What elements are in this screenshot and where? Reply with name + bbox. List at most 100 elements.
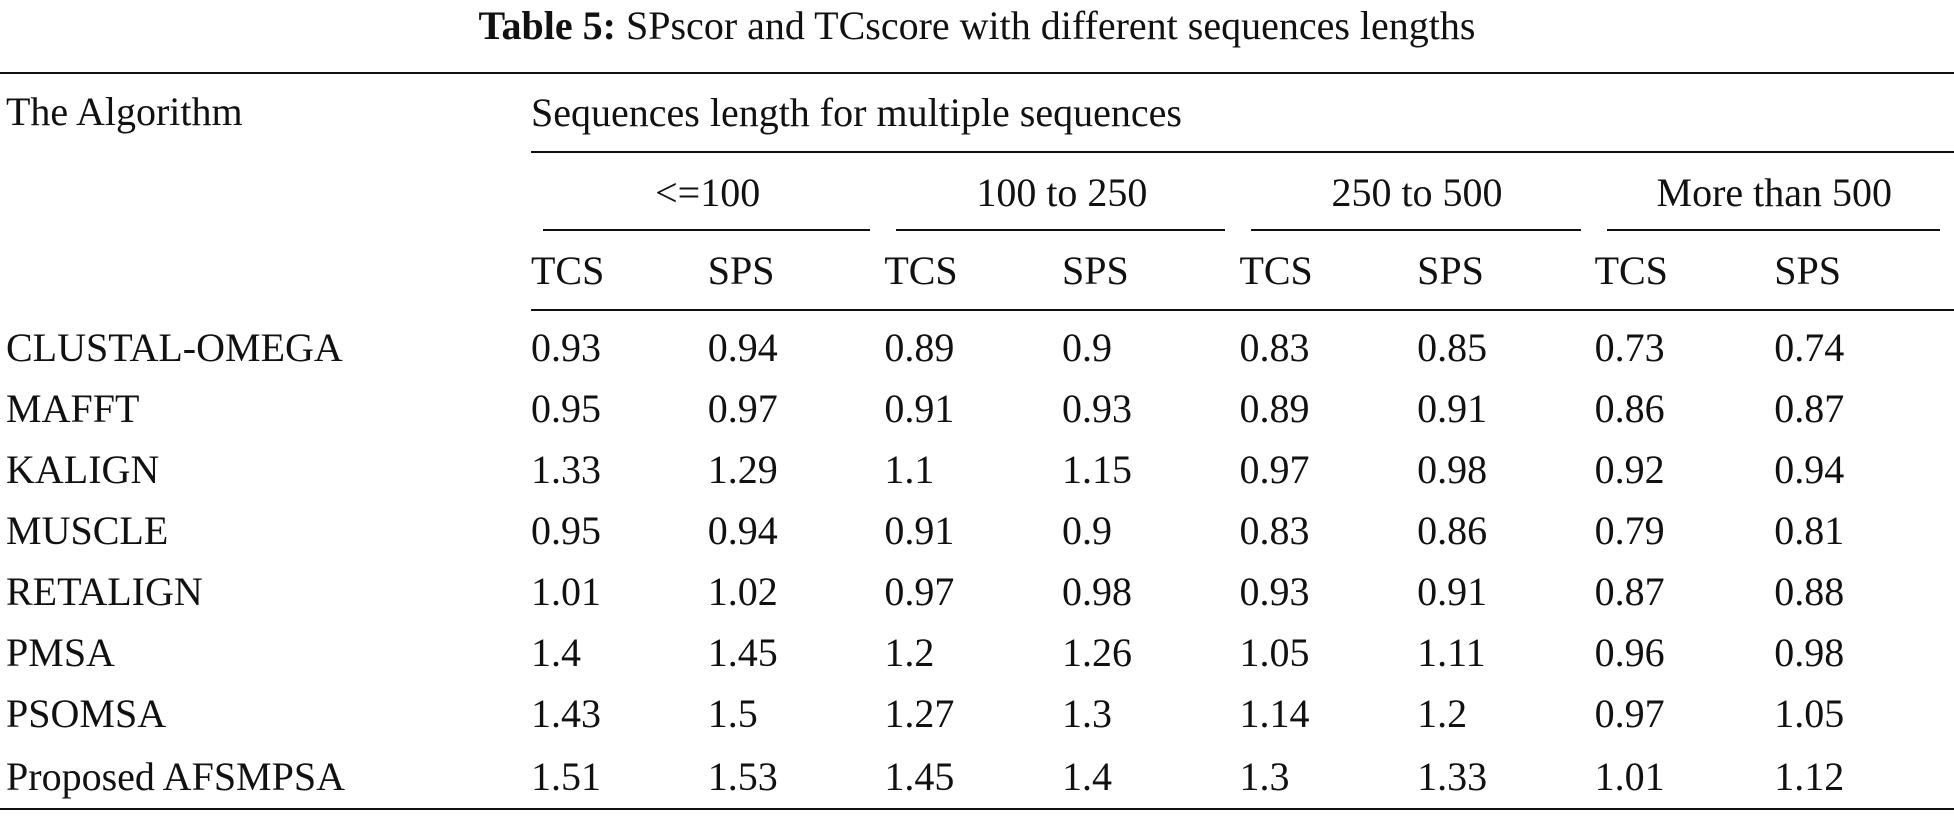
score-cell: 0.74 xyxy=(1774,325,1845,370)
metric-header: SPS xyxy=(707,231,885,311)
score-cell: 0.89 xyxy=(884,325,955,370)
score-cell: 1.53 xyxy=(707,753,778,799)
score-cell: 1.01 xyxy=(1594,753,1665,799)
header-row-1: The Algorithm Sequences length for multi… xyxy=(0,73,1954,153)
score-cell: 0.95 xyxy=(531,386,601,431)
score-cell: 0.97 xyxy=(1594,691,1665,736)
score-cell: 0.91 xyxy=(884,508,955,553)
score-cell: 1.45 xyxy=(884,753,955,799)
score-cell: 1.33 xyxy=(1417,753,1488,799)
score-cell: 0.83 xyxy=(1239,508,1310,553)
score-cell: 1.2 xyxy=(1417,691,1468,736)
metric-header: SPS xyxy=(1417,231,1595,311)
metric-header: TCS xyxy=(884,231,1062,311)
score-cell: 1.45 xyxy=(707,630,778,675)
metric-header: SPS xyxy=(1061,231,1240,311)
metric-header: TCS xyxy=(531,231,708,311)
length-group-header: 250 to 500 xyxy=(1239,152,1594,231)
table-row: MUSCLE 0.95 0.94 0.91 0.9 0.83 0.86 0.79 0.81 xyxy=(0,500,1954,561)
score-cell: 0.9 xyxy=(1061,508,1112,553)
score-cell: 1.3 xyxy=(1239,753,1290,799)
length-group-header: <=100 xyxy=(531,152,884,231)
length-group-header: More than 500 xyxy=(1595,152,1954,231)
score-cell: 0.97 xyxy=(707,386,778,431)
results-table: The Algorithm Sequences length for multi… xyxy=(0,72,1954,810)
table-row: CLUSTAL-OMEGA 0.93 0.94 0.89 0.9 0.83 0.85 0.73… xyxy=(0,310,1954,378)
score-cell: 0.98 xyxy=(1417,447,1488,492)
score-cell: 0.93 xyxy=(531,325,601,370)
metric-header: TCS xyxy=(1239,231,1418,311)
score-cell: 0.73 xyxy=(1594,325,1665,370)
score-cell: 0.91 xyxy=(1417,386,1488,431)
table-row: KALIGN 1.33 1.29 1.1 1.15 0.97 0.98 0.92 0.94 xyxy=(0,439,1954,500)
score-cell: 1.51 xyxy=(531,753,601,799)
score-cell: 0.95 xyxy=(531,508,601,553)
score-cell: 0.94 xyxy=(1774,447,1845,492)
score-cell: 0.9 xyxy=(1061,325,1112,370)
score-cell: 1.01 xyxy=(531,569,601,614)
score-cell: 1.33 xyxy=(531,447,601,492)
table-row: PMSA 1.4 1.45 1.2 1.26 1.05 1.11 0.96 0.98 xyxy=(0,622,1954,683)
table-caption: Table 5: SPscor and TCscore with differe… xyxy=(0,2,1954,50)
score-cell: 1.43 xyxy=(531,691,601,736)
score-cell: 1.12 xyxy=(1774,753,1845,799)
score-cell: 0.86 xyxy=(1417,508,1488,553)
table-row: PSOMSA 1.43 1.5 1.27 1.3 1.14 1.2 0.97 1.05 xyxy=(0,683,1954,744)
score-cell: 1.1 xyxy=(884,447,935,492)
header-row-2: <=100 100 to 250 250 to 500 More than 50… xyxy=(0,152,1954,231)
algorithm-header: The Algorithm xyxy=(6,89,243,134)
score-cell: 1.15 xyxy=(1061,447,1132,492)
group-rule xyxy=(1251,229,1581,231)
score-cell: 0.96 xyxy=(1594,630,1665,675)
table-body: CLUSTAL-OMEGA 0.93 0.94 0.89 0.9 0.83 0.85 0.73… xyxy=(0,310,1954,809)
score-cell: 0.97 xyxy=(1239,447,1310,492)
score-cell: 1.27 xyxy=(884,691,955,736)
table-row: MAFFT 0.95 0.97 0.91 0.93 0.89 0.91 0.86 0.87 xyxy=(0,378,1954,439)
score-cell: 1.3 xyxy=(1061,691,1112,736)
score-cell: 0.81 xyxy=(1774,508,1845,553)
score-cell: 1.02 xyxy=(707,569,778,614)
table-row: RETALIGN 1.01 1.02 0.97 0.98 0.93 0.91 0.87 0.88 xyxy=(0,561,1954,622)
score-cell: 0.92 xyxy=(1594,447,1665,492)
score-cell: 0.98 xyxy=(1061,569,1132,614)
algorithm-name: KALIGN xyxy=(6,447,160,492)
group-rule xyxy=(896,229,1226,231)
score-cell: 0.87 xyxy=(1774,386,1845,431)
score-cell: 0.94 xyxy=(707,325,778,370)
score-cell: 1.4 xyxy=(531,630,581,675)
algorithm-name: CLUSTAL-OMEGA xyxy=(6,324,343,370)
score-cell: 1.26 xyxy=(1061,630,1132,675)
length-group-label: 100 to 250 xyxy=(976,169,1148,215)
algorithm-name: MAFFT xyxy=(6,386,140,431)
group-rule xyxy=(1606,229,1940,231)
score-cell: 0.91 xyxy=(1417,569,1488,614)
group-rule xyxy=(543,229,871,231)
algorithm-name: Proposed AFSMPSA xyxy=(6,753,346,799)
score-cell: 1.11 xyxy=(1417,630,1486,675)
metric-header: TCS xyxy=(1594,231,1775,311)
score-cell: 0.89 xyxy=(1239,386,1310,431)
algorithm-name: PSOMSA xyxy=(6,691,167,736)
algorithm-name: PMSA xyxy=(6,630,115,675)
score-cell: 0.94 xyxy=(707,508,778,553)
length-group-label: More than 500 xyxy=(1656,169,1893,215)
score-cell: 0.79 xyxy=(1594,508,1665,553)
score-cell: 0.93 xyxy=(1061,386,1132,431)
score-cell: 0.88 xyxy=(1774,569,1845,614)
score-cell: 1.4 xyxy=(1061,753,1112,799)
score-cell: 0.93 xyxy=(1239,569,1310,614)
table-row: Proposed AFSMPSA 1.51 1.53 1.45 1.4 1.3 1.33 1.… xyxy=(0,744,1954,809)
score-cell: 1.05 xyxy=(1774,691,1845,736)
score-cell: 0.91 xyxy=(884,386,955,431)
length-group-label: <=100 xyxy=(655,169,761,215)
score-cell: 1.5 xyxy=(707,691,758,736)
score-cell: 1.05 xyxy=(1239,630,1310,675)
algorithm-name: RETALIGN xyxy=(6,569,203,614)
caption-text: SPscor and TCscore with different sequen… xyxy=(626,3,1476,48)
metric-header: SPS xyxy=(1774,231,1954,311)
metric-header-row: TCS SPS TCS SPS TCS SPS TCS SPS xyxy=(0,231,1954,311)
score-cell: 0.97 xyxy=(884,569,955,614)
length-group-label: 250 to 500 xyxy=(1331,169,1503,215)
score-cell: 0.98 xyxy=(1774,630,1845,675)
length-group-header: 100 to 250 xyxy=(884,152,1239,231)
